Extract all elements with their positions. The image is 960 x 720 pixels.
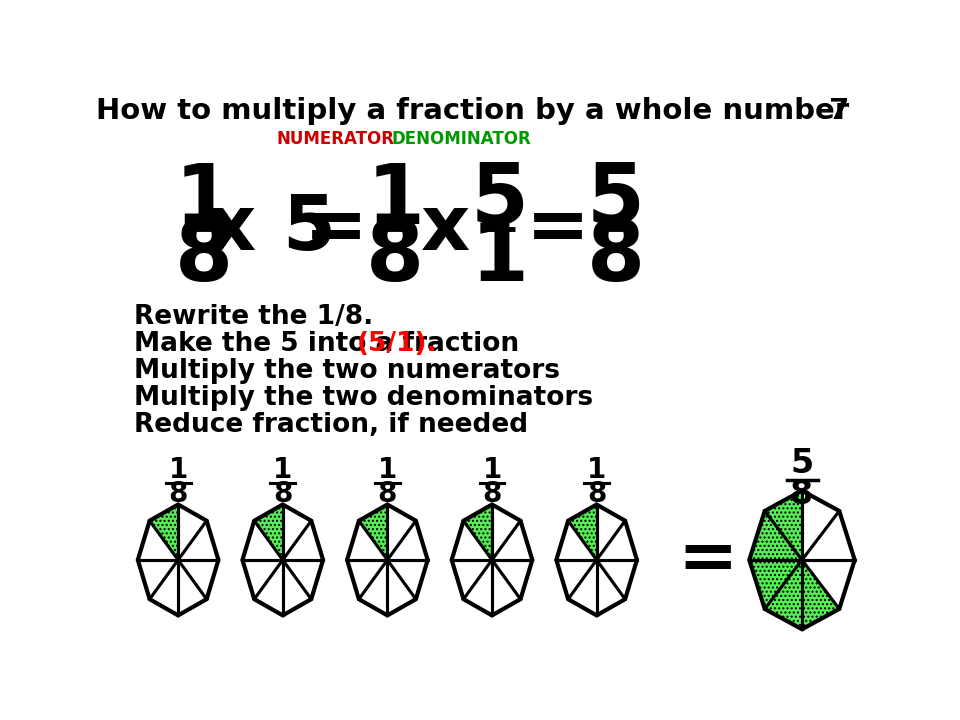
Polygon shape (283, 560, 324, 599)
Text: 8: 8 (587, 217, 645, 298)
Polygon shape (596, 560, 625, 616)
Polygon shape (243, 560, 283, 599)
Polygon shape (388, 521, 427, 560)
Polygon shape (557, 560, 596, 599)
Text: =: = (526, 192, 589, 266)
Text: Multiply the two numerators: Multiply the two numerators (134, 359, 560, 384)
Polygon shape (568, 560, 596, 616)
Polygon shape (254, 505, 283, 560)
Polygon shape (492, 560, 520, 616)
Text: 8: 8 (482, 480, 502, 508)
Text: 5: 5 (790, 447, 814, 480)
Text: Multiply the two denominators: Multiply the two denominators (134, 385, 593, 411)
Text: DENOMINATOR: DENOMINATOR (391, 130, 531, 148)
Polygon shape (557, 521, 596, 560)
Polygon shape (359, 560, 388, 616)
Polygon shape (802, 511, 854, 560)
Text: x 5: x 5 (206, 192, 336, 266)
Polygon shape (464, 505, 492, 560)
Text: Make the 5 into a fraction: Make the 5 into a fraction (134, 331, 528, 357)
Text: 1: 1 (377, 456, 397, 484)
Text: 8: 8 (366, 217, 424, 298)
Text: 5: 5 (470, 160, 529, 240)
Polygon shape (765, 490, 802, 560)
Polygon shape (452, 521, 492, 560)
Polygon shape (388, 560, 427, 599)
Polygon shape (596, 521, 636, 560)
Polygon shape (179, 521, 219, 560)
Text: 1: 1 (169, 456, 188, 484)
Text: 8: 8 (168, 480, 188, 508)
Polygon shape (388, 505, 416, 560)
Text: 7: 7 (829, 97, 850, 125)
Text: 8: 8 (175, 217, 232, 298)
Polygon shape (750, 511, 802, 560)
Polygon shape (492, 521, 532, 560)
Text: Rewrite the 1/8.: Rewrite the 1/8. (134, 305, 373, 330)
Polygon shape (359, 505, 388, 560)
Polygon shape (138, 560, 179, 599)
Polygon shape (179, 505, 206, 560)
Polygon shape (283, 560, 311, 616)
Polygon shape (388, 560, 416, 616)
Text: 1: 1 (274, 456, 293, 484)
Polygon shape (765, 560, 802, 629)
Polygon shape (348, 560, 388, 599)
Polygon shape (464, 560, 492, 616)
Text: 8: 8 (377, 480, 397, 508)
Polygon shape (254, 560, 283, 616)
Polygon shape (243, 521, 283, 560)
Polygon shape (283, 505, 311, 560)
Polygon shape (802, 490, 839, 560)
Polygon shape (596, 505, 625, 560)
Polygon shape (150, 560, 179, 616)
Text: How to multiply a fraction by a whole number: How to multiply a fraction by a whole nu… (96, 97, 850, 125)
Polygon shape (452, 560, 492, 599)
Text: 1: 1 (587, 456, 607, 484)
Text: Reduce fraction, if needed: Reduce fraction, if needed (134, 412, 528, 438)
Text: 1: 1 (175, 160, 232, 240)
Text: 1: 1 (470, 217, 529, 298)
Polygon shape (179, 560, 219, 599)
Polygon shape (802, 560, 854, 609)
Polygon shape (568, 505, 596, 560)
Text: 1: 1 (482, 456, 502, 484)
Text: (5/1).: (5/1). (356, 331, 437, 357)
Text: x: x (420, 192, 470, 266)
Polygon shape (179, 560, 206, 616)
Polygon shape (492, 560, 532, 599)
Polygon shape (492, 505, 520, 560)
Polygon shape (750, 560, 802, 609)
Polygon shape (138, 521, 179, 560)
Text: =: = (303, 192, 368, 266)
Polygon shape (150, 505, 179, 560)
Polygon shape (348, 521, 388, 560)
Text: 5: 5 (587, 160, 645, 240)
Polygon shape (802, 560, 839, 629)
Text: 8: 8 (273, 480, 293, 508)
Text: 8: 8 (790, 478, 814, 511)
Text: =: = (677, 526, 737, 595)
Text: NUMERATOR: NUMERATOR (276, 130, 395, 148)
Polygon shape (283, 521, 324, 560)
Polygon shape (596, 560, 636, 599)
Text: 1: 1 (366, 160, 424, 240)
Text: 8: 8 (587, 480, 607, 508)
